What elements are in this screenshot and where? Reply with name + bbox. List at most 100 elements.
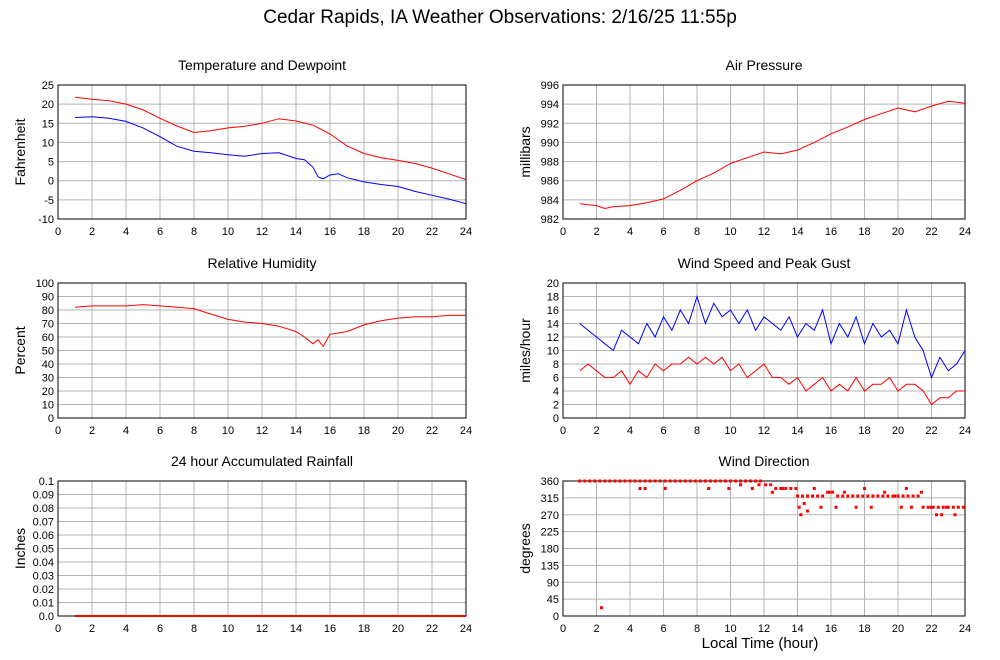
wdir-point — [744, 479, 748, 483]
wdir-point — [653, 479, 657, 483]
wdir-point — [893, 494, 897, 498]
wdir-point — [794, 487, 798, 490]
temp-ylabel: Fahrenheit — [12, 118, 28, 185]
wdir-point — [708, 479, 712, 483]
pres-ytick-label: 994 — [541, 99, 559, 111]
pres-ytick-label: 996 — [541, 80, 559, 92]
wdir-point — [608, 479, 612, 483]
wdir-point — [842, 490, 846, 494]
wdir-ytick-label: 0 — [553, 611, 559, 623]
page-title: Cedar Rapids, IA Weather Observations: 2… — [263, 7, 737, 28]
wdir-point — [770, 490, 774, 494]
pres-title: Air Pressure — [725, 57, 802, 73]
rain-xtick-label: 16 — [324, 623, 336, 635]
rh-ytick-label: 50 — [42, 346, 54, 358]
wind-xtick-label: 6 — [660, 425, 666, 437]
temp-frame — [57, 84, 467, 220]
wind-xtick-label: 22 — [925, 425, 937, 437]
wdir-point — [806, 509, 810, 513]
temp-title: Temperature and Dewpoint — [178, 57, 346, 73]
rain-ytick-label: 0.1 — [39, 476, 54, 488]
wind-xtick-label: 24 — [959, 425, 971, 437]
wdir-point — [623, 479, 627, 483]
wind-ytick-label: 8 — [553, 359, 559, 371]
wdir-ytick-label: 180 — [541, 544, 559, 556]
temp-xtick-label: 16 — [324, 226, 336, 238]
wdir-point — [643, 487, 647, 490]
rain-xtick-label: 20 — [392, 623, 404, 635]
wdir-point — [754, 479, 758, 483]
rain-xtick-label: 8 — [191, 623, 197, 635]
rain-title: 24 hour Accumulated Rainfall — [171, 453, 353, 469]
temp-xtick-label: 12 — [256, 226, 268, 238]
wdir-xtick-label: 10 — [724, 623, 736, 635]
rain-xtick-label: 24 — [460, 623, 472, 635]
wdir-point — [945, 505, 949, 509]
temp-xtick-label: 4 — [123, 226, 129, 238]
wdir-point — [861, 494, 865, 498]
pres-ytick-label: 984 — [541, 195, 559, 207]
temp-xtick-label: 6 — [157, 226, 163, 238]
wdir-ylabel: degrees — [517, 523, 533, 574]
wind-ytick-label: 0 — [553, 413, 559, 425]
rh-xtick-label: 20 — [392, 425, 404, 437]
rh-xtick-label: 12 — [256, 425, 268, 437]
rh-xtick-label: 14 — [290, 425, 302, 437]
rain-ytick-label: 0.04 — [33, 557, 54, 569]
rh-xtick-label: 0 — [55, 425, 61, 437]
wdir-point — [896, 494, 900, 498]
wdir-xtick-label: 24 — [959, 623, 971, 635]
temp-xtick-label: 24 — [460, 226, 472, 238]
temp-ytick-label: -5 — [44, 195, 54, 207]
wind-ytick-label: 2 — [553, 400, 559, 412]
rh-series-red-line — [74, 304, 466, 348]
temp-ytick-label: 5 — [48, 157, 54, 169]
wind-ytick-label: 16 — [547, 305, 559, 317]
wdir-xtick-label: 14 — [791, 623, 803, 635]
wdir-point — [779, 487, 783, 490]
temp-xtick-label: 10 — [222, 226, 234, 238]
wdir-point — [946, 505, 950, 509]
wdir-ytick-label: 135 — [541, 560, 559, 572]
wdir-point — [796, 494, 799, 498]
rh-xtick-label: 24 — [460, 425, 472, 437]
wdir-point — [663, 479, 667, 483]
rh-xtick-label: 6 — [157, 425, 163, 437]
rain-ytick-label: 0.01 — [33, 598, 54, 610]
temp-ytick-label: 15 — [42, 118, 54, 130]
wind-xtick-label: 18 — [858, 425, 870, 437]
wdir-point — [663, 487, 667, 490]
pres-xtick-label: 10 — [724, 226, 736, 238]
wdir-point — [688, 479, 692, 483]
wdir-ytick-label: 315 — [541, 493, 559, 505]
wdir-point — [904, 487, 908, 490]
rh-ytick-label: 40 — [42, 359, 54, 371]
rh-xtick-label: 16 — [324, 425, 336, 437]
wdir-xtick-label: 18 — [858, 623, 870, 635]
wdir-title: Wind Direction — [718, 453, 809, 469]
wdir-point — [891, 494, 895, 498]
temp-ytick-label: 20 — [42, 99, 54, 111]
wind-series-red-line — [579, 356, 965, 406]
rh-ytick-label: 20 — [42, 386, 54, 398]
wdir-point — [784, 487, 788, 490]
rh-xtick-label: 8 — [191, 425, 197, 437]
wdir-point — [936, 505, 940, 509]
rain-xtick-label: 22 — [426, 623, 438, 635]
wdir-xtick-label: 0 — [560, 623, 566, 635]
wind-xtick-label: 0 — [560, 425, 566, 437]
pres-xtick-label: 6 — [660, 226, 666, 238]
wdir-point — [578, 479, 582, 483]
rain-xtick-label: 12 — [256, 623, 268, 635]
pres-xtick-label: 4 — [627, 226, 633, 238]
rain-ytick-label: 0.06 — [33, 530, 54, 542]
wdir-point — [863, 487, 866, 490]
wdir-point — [921, 505, 925, 509]
wdir-point — [658, 479, 662, 483]
wdir-point — [729, 479, 732, 483]
rh-ylabel: Percent — [12, 326, 28, 374]
